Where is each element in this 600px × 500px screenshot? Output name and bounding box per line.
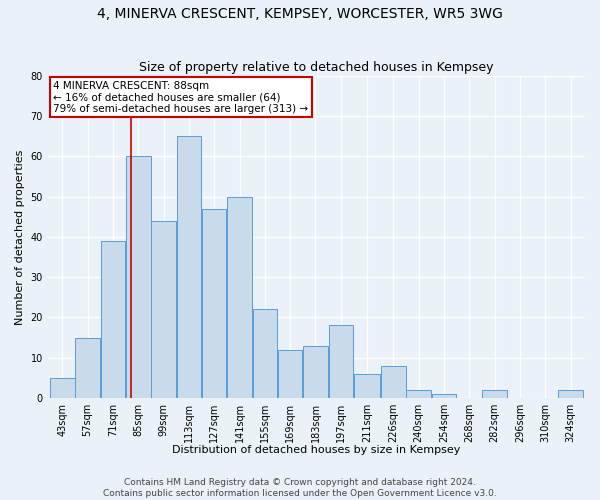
Bar (50, 378, 74, 398)
Text: 4, MINERVA CRESCENT, KEMPSEY, WORCESTER, WR5 3WG: 4, MINERVA CRESCENT, KEMPSEY, WORCESTER,… (97, 8, 503, 22)
Bar (176, 136, 201, 398)
Text: 4 MINERVA CRESCENT: 88sqm
← 16% of detached houses are smaller (64)
79% of semi-: 4 MINERVA CRESCENT: 88sqm ← 16% of detac… (53, 80, 308, 114)
Bar (126, 156, 151, 398)
Bar (151, 220, 176, 398)
Bar (482, 390, 507, 398)
Bar (202, 208, 226, 398)
Bar (558, 390, 583, 398)
Bar (329, 326, 353, 398)
Title: Size of property relative to detached houses in Kempsey: Size of property relative to detached ho… (139, 62, 494, 74)
Bar (303, 346, 328, 398)
Bar (101, 241, 125, 398)
Bar (253, 310, 277, 398)
Bar (278, 350, 302, 398)
Bar (381, 366, 406, 398)
Bar (406, 390, 431, 398)
Y-axis label: Number of detached properties: Number of detached properties (15, 149, 25, 324)
Bar (431, 394, 456, 398)
Bar (227, 196, 252, 398)
X-axis label: Distribution of detached houses by size in Kempsey: Distribution of detached houses by size … (172, 445, 461, 455)
Bar (354, 374, 380, 398)
Text: Contains HM Land Registry data © Crown copyright and database right 2024.
Contai: Contains HM Land Registry data © Crown c… (103, 478, 497, 498)
Bar (76, 338, 100, 398)
